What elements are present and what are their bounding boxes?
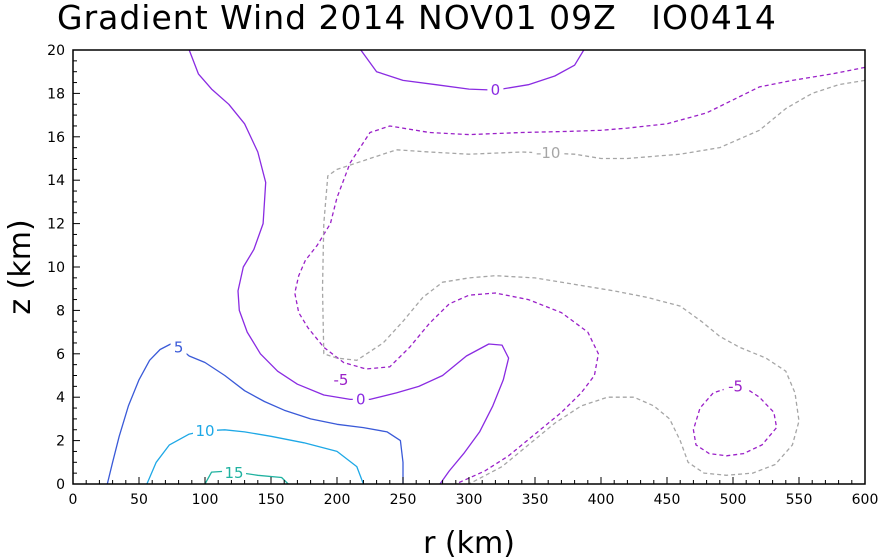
x-tick-label: 100 [192,492,219,508]
y-tick-label: 6 [56,347,65,363]
x-tick-label: 550 [786,492,813,508]
contour-label-bg-1 [193,421,217,439]
chart-title: Gradient Wind 2014 NOV01 09Z IO0414 [57,0,777,37]
contour-line-7 [321,79,865,484]
x-tick-label: 500 [720,492,747,508]
x-tick-label: 200 [324,492,351,508]
contour-label-bg-5 [328,370,353,388]
contour-label-bg-3 [352,390,369,408]
x-tick-label: 0 [69,492,78,508]
y-tick-label: 4 [56,390,65,406]
y-axis-label: z (km) [3,219,38,314]
x-axis-label: r (km) [423,526,515,560]
y-tick-label: 12 [47,217,65,233]
contour-line-0 [204,470,289,484]
x-tick-label: 600 [852,492,879,508]
contour-label-1: 10 [195,422,214,440]
contour-line-3 [188,50,510,484]
contour-label-0: 15 [224,464,243,482]
contour-label-bg-2 [170,338,187,356]
contour-label-bg-6 [723,377,748,395]
contour-label-7: -10 [536,144,561,162]
contour-label-3: 0 [356,390,366,408]
y-tick-label: 14 [47,173,65,189]
contour-line-4 [360,50,585,91]
x-tick-label: 250 [390,492,417,508]
contour-label-bg-4 [487,81,504,99]
x-tick-label: 300 [456,492,483,508]
y-tick-label: 2 [56,434,65,450]
y-tick-label: 10 [47,260,65,276]
contour-label-6: -5 [728,377,743,395]
contour-line-1 [146,429,365,484]
contour-label-2: 5 [174,338,184,356]
x-tick-label: 50 [130,492,148,508]
contour-label-5: -5 [333,371,348,389]
y-tick-label: 16 [47,130,65,146]
x-tick-label: 150 [258,492,285,508]
plot-frame [72,49,866,485]
contour-label-bg-7 [532,144,565,162]
x-tick-label: 350 [522,492,549,508]
contour-label-4: 0 [491,81,501,99]
x-tick-label: 450 [654,492,681,508]
contour-line-2 [106,343,404,484]
y-tick-label: 0 [56,477,65,493]
y-tick-label: 20 [47,43,65,59]
y-tick-label: 8 [56,303,65,319]
contour-line-6 [692,385,778,457]
contour-label-bg-0 [222,464,247,482]
x-tick-label: 400 [588,492,615,508]
contour-line-5 [294,66,865,484]
y-tick-label: 18 [47,86,65,102]
